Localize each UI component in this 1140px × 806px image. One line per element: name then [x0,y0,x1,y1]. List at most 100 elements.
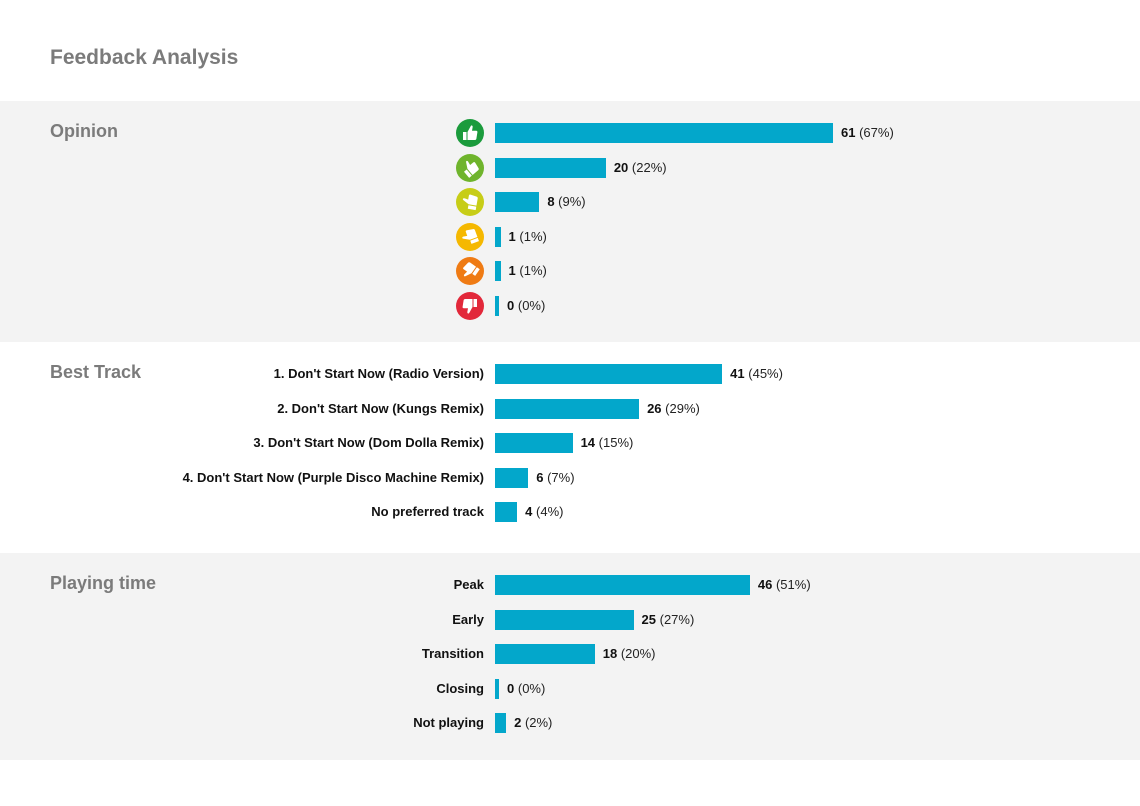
bar-row: 1. Don't Start Now (Radio Version) 41 (45… [0,364,1140,384]
bar-row: 1 (1%) [0,222,1140,251]
value-label: 8 (9%) [547,192,585,212]
value-percent: (15%) [598,435,634,451]
value-percent: (0%) [517,680,546,696]
value-label: 25 (27%) [642,610,695,630]
section-playing-time: Playing time Peak 46 (51%) Early 25 (27%) Tra… [0,553,1140,760]
value-count: 18 [602,646,618,662]
bar [495,296,499,316]
thumb-slight-down-icon [456,222,484,251]
value-label: 26 (29%) [647,399,700,419]
value-label: 61 (67%) [841,123,894,143]
value-percent: (4%) [536,504,564,520]
value-count: 14 [580,435,596,451]
thumbs-down-icon [456,292,484,320]
category-label: Peak [453,577,484,592]
value-label: 1 (1%) [509,261,547,281]
value-label: 6 (7%) [536,468,574,488]
bar [495,192,540,213]
value-percent: (51%) [775,577,811,592]
bar-row: No preferred track 4 (4%) [0,502,1140,523]
value-percent: (2%) [524,715,553,731]
bar [495,678,499,699]
page-title: Feedback Analysis [50,46,239,69]
value-percent: (67%) [859,125,894,140]
bar [495,502,518,523]
bar-row: Not playing 2 (2%) [0,713,1140,734]
value-label: 4 (4%) [525,502,563,522]
value-count: 2 [514,715,522,731]
bar [495,609,634,630]
bar [495,644,595,665]
value-label: 0 (0%) [507,296,545,316]
value-label: 2 (2%) [514,713,552,733]
value-percent: (7%) [547,469,575,485]
value-count: 1 [508,228,516,244]
category-label: No preferred track [371,504,484,520]
category-label: 2. Don't Start Now (Kungs Remix) [277,400,484,416]
bar-row: 1 (1%) [0,257,1140,286]
value-label: 1 (1%) [509,227,547,247]
value-count: 1 [508,263,516,279]
section-title: Best Track [50,362,142,382]
value-percent: (27%) [659,611,695,627]
category-label: 3. Don't Start Now (Dom Dolla Remix) [253,435,484,451]
thumbs-up-icon [456,119,484,147]
section-best-track: Best Track 1. Don't Start Now (Radio Vers… [0,342,1140,553]
bar [495,433,573,454]
bar [495,713,507,734]
bar [495,226,501,247]
value-percent: (22%) [631,159,667,175]
value-count: 46 [757,577,773,592]
value-label: 41 (45%) [730,364,783,384]
bar [495,123,833,143]
value-count: 0 [507,298,515,313]
section-title: Playing time [50,573,157,593]
value-percent: (1%) [519,263,547,279]
bar [495,398,640,419]
bar-row: Peak 46 (51%) [0,575,1140,595]
bar-row: 20 (22%) [0,153,1140,182]
value-percent: (20%) [620,646,656,662]
bar-row: Closing 0 (0%) [0,678,1140,699]
value-count: 41 [730,366,745,381]
value-percent: (29%) [665,400,700,416]
value-count: 61 [841,125,856,140]
thumb-angled-down-icon [456,257,484,286]
value-percent: (1%) [519,228,547,244]
value-count: 6 [536,469,544,485]
category-label: Closing [436,680,484,696]
value-percent: (0%) [517,298,546,313]
value-label: 18 (20%) [603,644,656,664]
category-label: 4. Don't Start Now (Purple Disco Machine… [182,469,484,485]
bar-row: 8 (9%) [0,188,1140,217]
bar-row: Early 25 (27%) [0,609,1140,630]
value-label: 0 (0%) [507,679,545,699]
section-title: Opinion [50,121,118,141]
category-label: Transition [421,646,484,662]
bar-row: 4. Don't Start Now (Purple Disco Machine… [0,467,1140,488]
value-label: 46 (51%) [758,575,811,595]
value-label: 14 (15%) [581,433,634,453]
thumb-angled-up-icon [456,153,484,182]
value-count: 25 [641,611,656,627]
bar [495,467,529,488]
value-count: 0 [507,680,515,696]
bar [495,364,723,384]
bar [495,261,501,282]
value-count: 20 [613,159,629,175]
bar-row: 0 (0%) [0,292,1140,320]
value-count: 4 [525,504,533,520]
value-count: 26 [647,400,662,416]
bar [495,157,606,178]
value-label: 20 (22%) [614,158,667,178]
bar-row: 61 (67%) [0,119,1140,147]
value-percent: (45%) [748,366,783,381]
section-opinion: Opinion 61 (67%) 20 (22%) 8 (9%) 1 (1%) 1 (1%… [0,101,1140,342]
value-percent: (9%) [558,194,586,210]
value-count: 8 [547,194,555,210]
bar [495,575,750,595]
thumb-slight-up-icon [456,188,484,217]
category-label: Not playing [413,715,484,731]
category-label: 1. Don't Start Now (Radio Version) [273,366,484,381]
bar-row: Transition 18 (20%) [0,644,1140,665]
